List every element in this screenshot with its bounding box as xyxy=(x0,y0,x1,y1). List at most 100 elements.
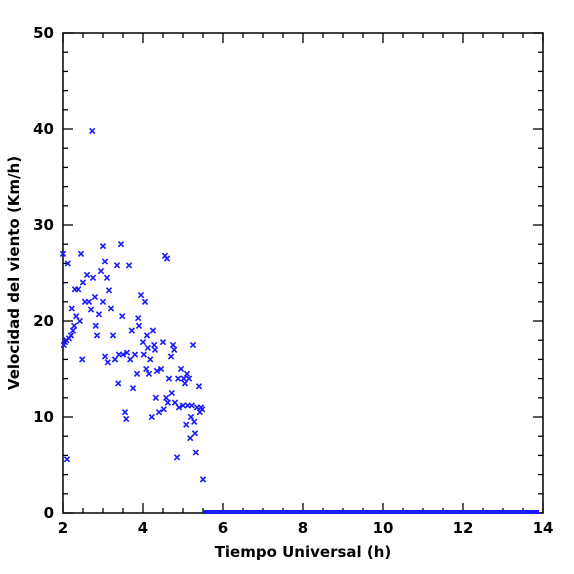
data-point xyxy=(165,375,173,382)
data-point xyxy=(183,421,190,428)
x-tick-label: 4 xyxy=(138,519,148,537)
data-point xyxy=(104,359,111,366)
y-tick-label: 40 xyxy=(33,120,54,138)
data-point xyxy=(192,449,199,456)
data-point xyxy=(183,370,191,377)
data-point xyxy=(145,370,153,377)
x-tick-label: 12 xyxy=(453,519,474,537)
data-point xyxy=(177,365,185,373)
data-point xyxy=(133,370,141,377)
data-point xyxy=(181,380,189,387)
plot-frame xyxy=(62,32,544,514)
data-point xyxy=(143,365,150,373)
data-point xyxy=(73,313,80,320)
data-point xyxy=(83,271,91,279)
data-point xyxy=(179,402,187,409)
data-point xyxy=(79,279,87,286)
data-point xyxy=(140,351,147,358)
data-point xyxy=(152,394,159,401)
data-point xyxy=(129,385,137,392)
data-point xyxy=(77,250,85,257)
data-point xyxy=(144,344,151,352)
x-tick-label: 14 xyxy=(533,519,554,537)
data-point xyxy=(123,415,130,423)
data-point xyxy=(168,389,175,397)
data-point xyxy=(79,356,86,363)
data-point xyxy=(123,349,131,356)
data-point xyxy=(188,402,195,409)
data-point xyxy=(113,262,121,269)
data-point xyxy=(148,413,155,421)
data-point xyxy=(135,322,143,329)
data-point xyxy=(101,353,109,360)
data-point xyxy=(163,394,170,401)
data-point xyxy=(139,338,147,346)
x-tick-label: 8 xyxy=(298,519,308,537)
data-point xyxy=(101,258,109,265)
data-point xyxy=(89,274,97,281)
data-point xyxy=(59,250,67,257)
data-point xyxy=(169,341,177,349)
data-point xyxy=(103,274,111,281)
y-tick-label: 0 xyxy=(44,504,54,522)
data-point xyxy=(71,322,78,329)
data-point xyxy=(125,262,133,269)
data-point xyxy=(195,383,203,390)
data-point xyxy=(175,375,182,382)
data-point xyxy=(151,346,159,353)
data-point xyxy=(171,399,179,406)
y-tick-label: 50 xyxy=(33,24,54,42)
data-point xyxy=(137,291,145,299)
data-point xyxy=(68,305,75,312)
data-point xyxy=(99,242,107,250)
data-point xyxy=(76,317,83,325)
data-point xyxy=(191,430,199,437)
data-point xyxy=(180,375,187,382)
data-point xyxy=(163,255,171,262)
data-point xyxy=(115,380,122,387)
data-point xyxy=(109,332,117,339)
data-point xyxy=(151,341,158,349)
data-point xyxy=(199,406,206,413)
y-tick-label: 30 xyxy=(33,216,54,234)
x-axis-label: Tiempo Universal (h) xyxy=(215,543,392,561)
data-point xyxy=(149,327,157,334)
y-tick-label: 10 xyxy=(33,408,54,426)
data-points xyxy=(59,127,207,483)
data-point xyxy=(117,241,125,248)
data-point xyxy=(157,365,165,373)
x-tick-label: 10 xyxy=(373,519,394,537)
data-point xyxy=(155,409,163,416)
data-point xyxy=(107,305,115,312)
data-point xyxy=(173,454,181,461)
data-point xyxy=(121,409,129,416)
data-point xyxy=(97,267,105,275)
y-tick-label: 20 xyxy=(33,312,54,330)
data-point xyxy=(85,298,93,305)
data-point xyxy=(141,298,149,305)
data-point xyxy=(187,434,194,442)
data-point xyxy=(147,356,154,363)
data-point xyxy=(119,351,127,358)
data-point xyxy=(64,260,71,267)
y-axis-label: Velocidad del viento (Km/h) xyxy=(5,156,23,390)
data-point xyxy=(185,375,193,382)
data-point xyxy=(167,353,175,360)
data-point xyxy=(99,298,107,305)
data-point xyxy=(67,332,75,339)
data-point xyxy=(191,418,198,425)
data-point xyxy=(127,356,134,363)
data-point xyxy=(143,332,151,339)
data-point xyxy=(153,367,161,375)
data-point xyxy=(75,286,82,293)
data-point xyxy=(175,404,183,411)
tick-labels: 2 4 6 8 10 12 14 0 10 20 30 40 50 xyxy=(33,24,553,537)
data-point xyxy=(95,311,103,318)
data-point xyxy=(128,327,135,334)
data-point xyxy=(171,346,178,353)
data-point xyxy=(187,413,195,421)
x-tick-label: 6 xyxy=(218,519,228,537)
data-point xyxy=(135,314,142,322)
data-point xyxy=(159,338,167,346)
